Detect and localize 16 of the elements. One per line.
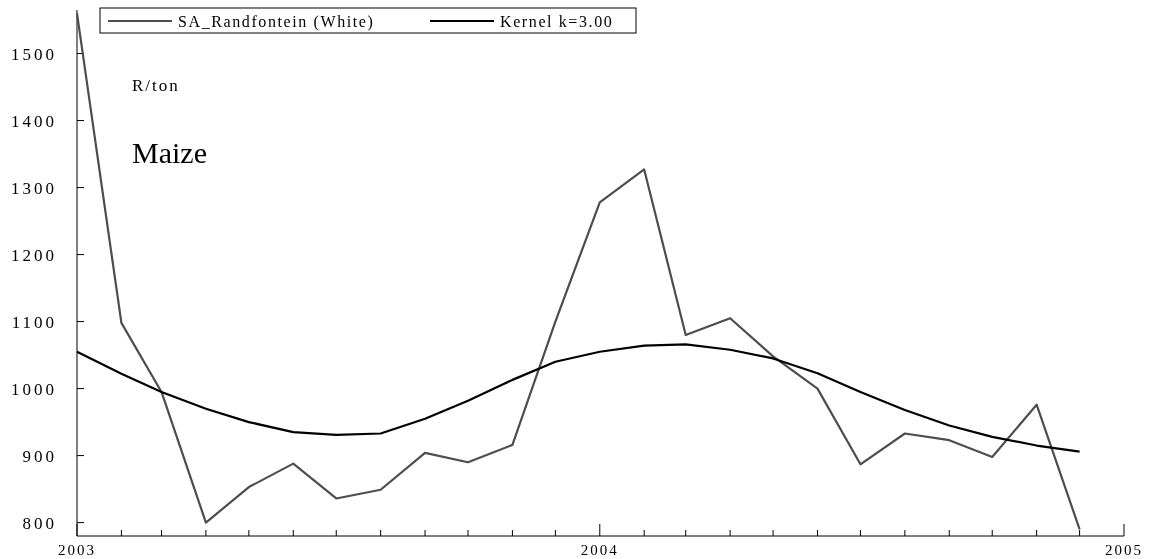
y-tick-label: 900 <box>22 446 57 466</box>
y-tick-label: 1100 <box>11 312 57 332</box>
y-tick-label: 1000 <box>11 379 57 399</box>
x-tick-label: 2004 <box>580 542 619 558</box>
x-tick-label: 2003 <box>58 542 96 558</box>
y-tick-label: 1300 <box>11 178 57 198</box>
legend-label: SA_Randfontein (White) <box>178 12 375 31</box>
line-series <box>75 12 1081 531</box>
y-tick-label: 800 <box>22 513 57 533</box>
text: Maize <box>132 136 207 169</box>
x-tick-label: 2005 <box>1105 542 1143 558</box>
y-tick-label: 1200 <box>11 245 57 265</box>
y-tick-label: 1500 <box>11 44 57 64</box>
y-axis-title: R/ton <box>132 76 180 95</box>
legend-label: Kernel k=3.00 <box>500 12 614 30</box>
y-tick-label: 1400 <box>11 111 57 131</box>
